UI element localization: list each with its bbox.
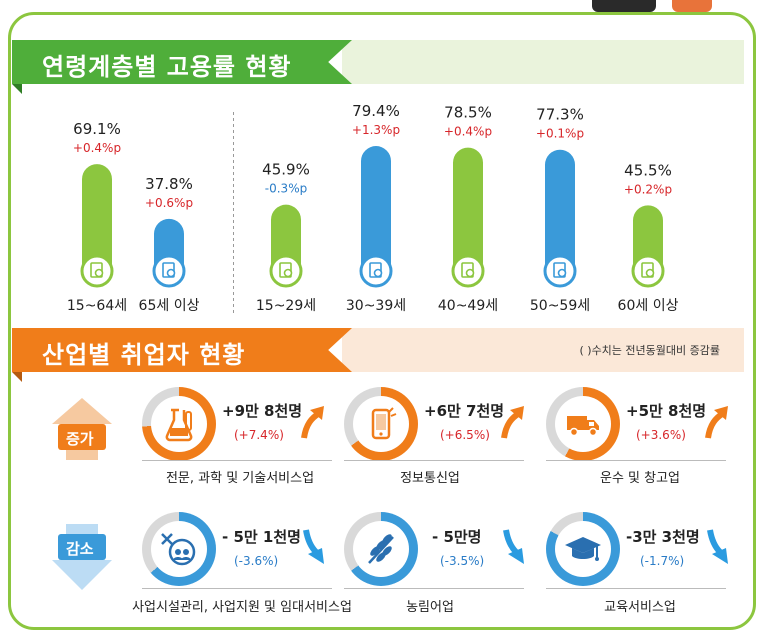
employment-change-rate: (-1.7%) [640,554,685,568]
bar [82,164,112,285]
share-ring [546,387,620,461]
document-search-icon-lens [166,268,176,278]
document-search-icon-lens [283,268,293,278]
graduation-cap-icon [555,521,611,577]
share-ring [142,387,216,461]
document-search-icon-lens [94,268,104,278]
decorative-tab [672,0,712,12]
industry-name: 전문, 과학 및 기술서비스업 [165,471,315,486]
document-search-icon-lens [557,268,567,278]
smartphone-icon [353,396,409,452]
value-label: 45.5% [624,161,672,179]
section-banner-age: 연령계층별 고용률 현황 [12,40,744,94]
value-label: 45.9% [262,161,310,179]
industry-name: 정보통신업 [400,471,460,486]
employment-change-rate: (-3.5%) [440,554,485,568]
footnote: ( )수치는 전년동월대비 증감률 [579,344,720,357]
share-ring [142,512,216,586]
value-label: 69.1% [73,120,121,138]
divider-line [142,460,332,461]
employment-change-rate: (-3.6%) [234,554,279,568]
bar [361,146,391,285]
banner-fold [12,84,22,94]
category-label: 65세 이상 [139,298,200,314]
banner-fold [12,372,22,382]
change-label: +0.2%p [624,182,672,196]
banner-tag: 산업별 취업자 현황 [12,328,352,372]
category-label: 30~39세 [346,298,406,314]
bar [545,149,575,285]
down-arrow-shape [52,524,112,590]
employment-change-amount: - 5만 1천명 [222,528,301,546]
down-trend-arrow-icon [303,529,324,564]
employment-change-amount: +9만 8천명 [222,402,303,420]
employment-change-amount: -3만 3천명 [626,528,700,546]
increase-badge: 증가 [52,398,112,460]
banner-tag: 연령계층별 고용률 현황 [12,40,352,84]
document-search-icon-lens [373,268,383,278]
change-label: -0.3%p [265,182,307,196]
wheat-icon [353,521,409,577]
banner-strip [342,40,744,84]
value-label: 78.5% [444,104,492,122]
industry-name: 교육서비스업 [604,600,676,615]
change-label: +1.3%p [352,123,400,137]
divider-line [344,588,524,589]
category-label: 60세 이상 [618,298,679,314]
divider-line [142,588,332,589]
up-trend-arrow-icon [705,406,728,439]
industry-name: 농림어업 [406,600,454,615]
share-ring [546,512,620,586]
industry-name: 사업시설관리, 사업지원 및 임대서비스업 [132,600,352,615]
truck-icon [555,396,611,452]
employment-change-amount: - 5만명 [432,528,482,546]
value-label: 79.4% [352,102,400,120]
divider-line [344,460,524,461]
value-label: 37.8% [145,175,193,193]
down-trend-arrow-icon [503,529,524,564]
change-label: +0.4%p [444,125,492,139]
lab-flask-icon [151,396,207,452]
bar [453,147,483,285]
document-search-icon-lens [465,268,475,278]
category-label: 15~29세 [256,298,316,314]
document-search-icon-lens [645,268,655,278]
section-title: 연령계층별 고용률 현황 [42,53,292,81]
banner-strip [342,328,744,372]
up-trend-arrow-icon [501,406,524,439]
industry-name: 운수 및 창고업 [599,471,681,486]
people-tools-icon [151,521,207,577]
decorative-tab [592,0,656,12]
up-trend-arrow-icon [301,406,324,439]
change-label: +0.1%p [536,127,584,141]
down-trend-arrow-icon [707,529,728,564]
employment-change-rate: (+3.6%) [636,428,686,442]
decrease-badge: 감소 [52,524,112,590]
increase-label: 증가 [66,430,94,448]
share-ring [344,512,418,586]
section-banner-industry: 산업별 취업자 현황 ( )수치는 전년동월대비 증감률 [12,328,744,382]
category-label: 50~59세 [530,298,590,314]
section-title: 산업별 취업자 현황 [42,341,246,369]
share-ring [344,387,418,461]
value-label: 77.3% [536,106,584,124]
category-label: 40~49세 [438,298,498,314]
divider-line [546,588,726,589]
change-label: +0.6%p [145,196,193,210]
category-label: 15~64세 [67,298,127,314]
divider-line [546,460,726,461]
employment-change-amount: +5만 8천명 [626,402,707,420]
change-label: +0.4%p [73,141,121,155]
employment-change-rate: (+7.4%) [234,428,284,442]
up-arrow-shape [52,398,112,460]
decrease-label: 감소 [66,540,94,558]
employment-change-rate: (+6.5%) [440,428,490,442]
employment-change-amount: +6만 7천명 [424,402,505,420]
